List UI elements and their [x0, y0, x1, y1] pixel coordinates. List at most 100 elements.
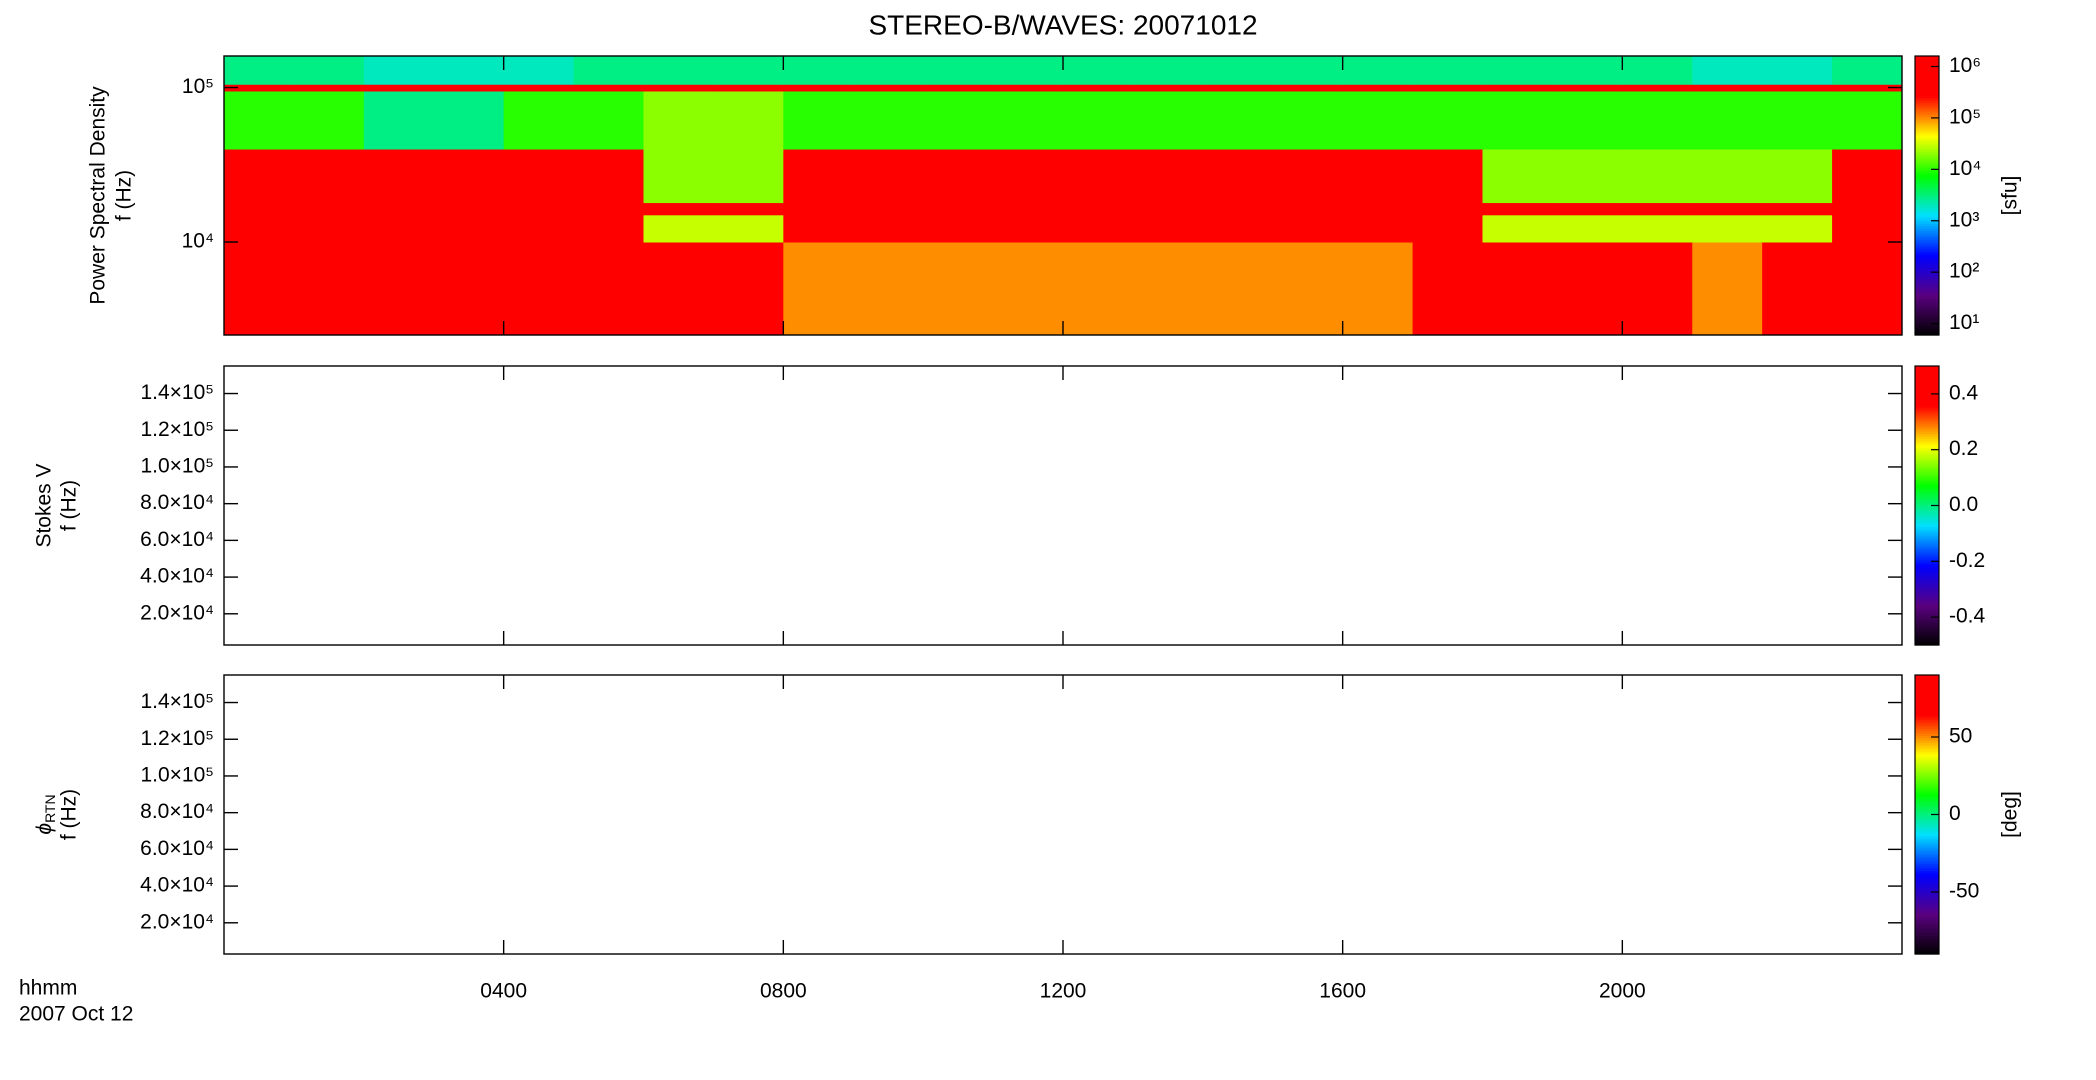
- heatmap-cell: [1762, 149, 1833, 204]
- y-tick-label: 1.2×10⁵: [140, 418, 214, 441]
- colorbar-swatch: [1915, 410, 1939, 414]
- heatmap-cell: [713, 202, 784, 216]
- colorbar-swatch: [1915, 375, 1939, 379]
- colorbar-swatch: [1915, 484, 1939, 488]
- colorbar-swatch: [1915, 426, 1939, 430]
- colorbar-swatch: [1915, 160, 1939, 164]
- heatmap-cell: [503, 84, 575, 92]
- colorbar-swatch: [1915, 414, 1939, 418]
- colorbar-tick-label: 50: [1949, 725, 1972, 748]
- colorbar-swatch: [1915, 591, 1939, 595]
- heatmap-cell: [433, 202, 505, 216]
- colorbar-swatch: [1915, 807, 1939, 811]
- heatmap-cell: [783, 56, 854, 85]
- colorbar-tick-label: 0.0: [1949, 493, 1978, 516]
- colorbar-swatch: [1915, 482, 1939, 486]
- heatmap-cell: [923, 84, 994, 92]
- colorbar-swatch: [1915, 505, 1939, 509]
- heatmap-cell: [1832, 214, 1903, 243]
- colorbar-swatch: [1915, 768, 1939, 771]
- heatmap-cell: [1552, 56, 1623, 85]
- x-tick-label: 1600: [1319, 980, 1366, 1003]
- colorbar-swatch: [1915, 72, 1939, 76]
- y-axis-label: Power Spectral Density: [87, 86, 110, 305]
- colorbar-swatch: [1915, 370, 1939, 374]
- heatmap-cell: [923, 90, 994, 150]
- heatmap-cell: [993, 202, 1064, 216]
- colorbar-swatch: [1915, 714, 1939, 718]
- colorbar-swatch: [1915, 186, 1939, 190]
- y-axis-label: f (Hz): [58, 789, 81, 840]
- heatmap-cell: [1692, 214, 1763, 243]
- heatmap-cell: [224, 90, 295, 150]
- colorbar-swatch: [1915, 607, 1939, 611]
- heatmap-cell: [224, 56, 295, 85]
- colorbar-swatch: [1915, 614, 1939, 618]
- colorbar-swatch: [1915, 230, 1939, 234]
- colorbar-swatch: [1915, 386, 1939, 390]
- colorbar-swatch: [1915, 635, 1939, 639]
- heatmap-cell: [713, 149, 784, 204]
- colorbar-swatch: [1915, 514, 1939, 518]
- colorbar-swatch: [1915, 833, 1939, 837]
- plot-frame: [223, 674, 1903, 955]
- colorbar-swatch: [1915, 800, 1939, 804]
- colorbar-swatch: [1915, 826, 1939, 830]
- colorbar-swatch: [1915, 535, 1939, 539]
- heatmap-cell: [923, 202, 994, 216]
- colorbar-swatch: [1915, 100, 1939, 104]
- heatmap-cell: [1552, 90, 1623, 150]
- colorbar-swatch: [1915, 907, 1939, 911]
- colorbar-swatch: [1915, 547, 1939, 551]
- colorbar-swatch: [1915, 172, 1939, 176]
- colorbar-swatch: [1915, 218, 1939, 222]
- colorbar-swatch: [1915, 531, 1939, 534]
- heatmap-cell: [1272, 202, 1344, 216]
- colorbar-swatch: [1915, 693, 1939, 697]
- colorbar-swatch: [1915, 679, 1939, 683]
- colorbar-swatch: [1915, 459, 1939, 462]
- colorbar-swatch: [1915, 330, 1939, 334]
- colorbar-swatch: [1915, 698, 1939, 702]
- colorbar-swatch: [1915, 435, 1939, 439]
- heatmap-cell: [1202, 242, 1274, 336]
- y-tick-label: 6.0×10⁴: [140, 528, 214, 551]
- heatmap-cell: [713, 90, 784, 150]
- colorbar-swatch: [1915, 874, 1939, 878]
- colorbar-swatch: [1915, 384, 1939, 388]
- colorbar-swatch: [1915, 933, 1939, 936]
- heatmap-cell: [363, 149, 435, 204]
- y-tick-label: 1.0×10⁵: [140, 764, 214, 787]
- colorbar-swatch: [1915, 316, 1939, 320]
- heatmap-cell: [433, 242, 505, 336]
- colorbar-swatch: [1915, 793, 1939, 797]
- heatmap-cell: [1063, 90, 1134, 150]
- colorbar-swatch: [1915, 405, 1939, 409]
- colorbar-swatch: [1915, 791, 1939, 795]
- colorbar-swatch: [1915, 472, 1939, 476]
- heatmap-cell: [1762, 56, 1833, 85]
- colorbar-swatch: [1915, 828, 1939, 832]
- colorbar-swatch: [1915, 742, 1939, 746]
- heatmap-cell: [1832, 56, 1903, 85]
- colorbar-swatch: [1915, 617, 1939, 621]
- colorbar-swatch: [1915, 842, 1939, 846]
- colorbar-swatch: [1915, 507, 1939, 511]
- colorbar-swatch: [1915, 774, 1939, 778]
- heatmap-cell: [1063, 56, 1134, 85]
- colorbar-swatch: [1915, 570, 1939, 574]
- colorbar-swatch: [1915, 265, 1939, 269]
- colorbar-swatch: [1915, 204, 1939, 208]
- heatmap-cell: [1272, 149, 1344, 204]
- colorbar-swatch: [1915, 235, 1939, 238]
- colorbar-swatch: [1915, 921, 1939, 925]
- heatmap-cell: [1552, 242, 1623, 336]
- heatmap-cell: [503, 202, 575, 216]
- heatmap-cell: [993, 242, 1064, 336]
- colorbar-swatch: [1915, 712, 1939, 716]
- heatmap-cell: [1202, 56, 1274, 85]
- colorbar-swatch: [1915, 816, 1939, 820]
- colorbar-swatch: [1915, 777, 1939, 781]
- heatmap-cell: [293, 202, 365, 216]
- colorbar-swatch: [1915, 281, 1939, 285]
